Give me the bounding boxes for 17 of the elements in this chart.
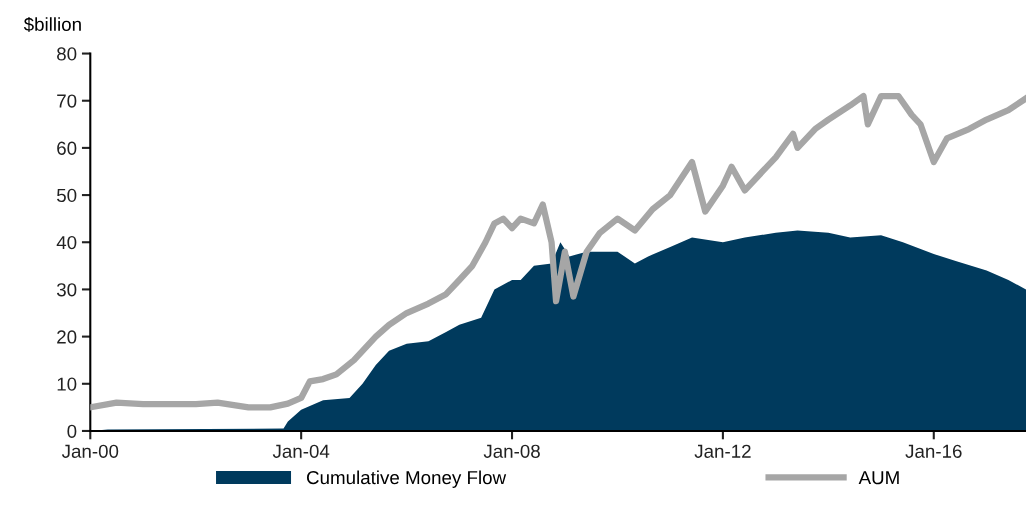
x-tick-label: Jan-08 xyxy=(483,444,540,458)
x-tick-label: Jan-00 xyxy=(61,444,119,458)
y-tick-label: 30 xyxy=(56,283,77,297)
y-tick-label: 10 xyxy=(57,377,77,391)
y-tick-label: 80 xyxy=(57,47,77,61)
y-tick-label: 50 xyxy=(56,188,77,203)
x-tick-label: Jan-04 xyxy=(272,444,330,458)
y-tick-label: 0 xyxy=(67,424,77,438)
y-tick-label: 60 xyxy=(57,141,77,155)
x-tick-label: Jan-12 xyxy=(694,444,751,458)
y-tick-label: 70 xyxy=(57,94,77,108)
legend-label: Cumulative Money Flow xyxy=(306,470,507,488)
y-tick-label: 40 xyxy=(56,235,77,250)
y-tick-label: 20 xyxy=(57,330,77,344)
y-axis-title: $billion xyxy=(23,16,81,33)
legend-label: AUM xyxy=(858,471,899,485)
x-tick-label: Jan-16 xyxy=(905,444,962,458)
